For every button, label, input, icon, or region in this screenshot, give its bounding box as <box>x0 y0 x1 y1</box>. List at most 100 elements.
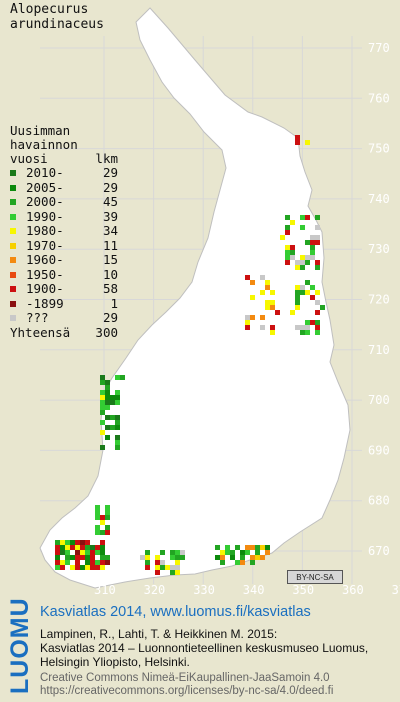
observation-square <box>175 570 180 575</box>
observation-square <box>170 570 175 575</box>
observation-square <box>285 225 290 230</box>
observation-square <box>100 375 105 380</box>
observation-square <box>85 555 90 560</box>
observation-square <box>55 555 60 560</box>
observation-square <box>175 565 180 570</box>
observation-square <box>145 555 150 560</box>
legend-column-headers: vuosi lkm <box>10 152 118 166</box>
observation-square <box>175 550 180 555</box>
observation-square <box>270 290 275 295</box>
observation-square <box>155 555 160 560</box>
observation-square <box>305 140 310 145</box>
observation-square <box>240 555 245 560</box>
legend-label: 1970- <box>26 237 64 253</box>
legend-swatch <box>10 315 16 322</box>
legend-row: 1950- 10 <box>10 266 118 283</box>
observation-square <box>300 260 305 265</box>
legend-label: 1950- <box>26 266 64 282</box>
observation-square <box>95 545 100 550</box>
observation-square <box>300 215 305 220</box>
map: 770 760 750 740 730 720 710 700 690 680 670 310 320… <box>39 7 400 596</box>
observation-square <box>75 560 80 565</box>
observation-square <box>220 555 225 560</box>
legend-count: 15 <box>102 252 118 268</box>
observation-square <box>290 250 295 255</box>
species-title: Alopecurus arundinaceus <box>10 2 104 32</box>
observation-square <box>315 300 320 305</box>
observation-square <box>65 545 70 550</box>
observation-square <box>300 225 305 230</box>
observation-square <box>290 310 295 315</box>
license-badge-text: BY-NC-SA <box>296 573 334 582</box>
observation-square <box>155 570 160 575</box>
observation-square <box>240 560 245 565</box>
observation-square <box>305 215 310 220</box>
observation-square <box>220 560 225 565</box>
observation-square <box>100 445 105 450</box>
legend-count: 39 <box>102 208 118 224</box>
observation-square <box>235 560 240 565</box>
observation-square <box>55 560 60 565</box>
observation-square <box>105 415 110 420</box>
observation-square <box>260 555 265 560</box>
observation-square <box>310 235 315 240</box>
legend-col-count: lkm <box>95 151 118 166</box>
observation-square <box>60 550 65 555</box>
observation-square <box>290 255 295 260</box>
legend-count: 29 <box>102 310 118 326</box>
observation-square <box>285 260 290 265</box>
legend-label: -1899 <box>26 295 64 311</box>
observation-square <box>285 215 290 220</box>
y-tick-label: 730 <box>368 242 390 256</box>
legend-swatch <box>10 228 16 235</box>
observation-square <box>65 550 70 555</box>
observation-square <box>270 330 275 335</box>
observation-square <box>295 135 300 140</box>
observation-square <box>260 290 265 295</box>
x-tick-label: 370 <box>392 583 400 596</box>
observation-square <box>295 325 300 330</box>
legend-swatch <box>10 170 16 177</box>
observation-square <box>260 325 265 330</box>
observation-square <box>310 320 315 325</box>
observation-square <box>65 560 70 565</box>
kasviatlas-link[interactable]: Kasviatlas 2014, www.luomus.fi/kasviatla… <box>40 604 311 620</box>
observation-square <box>165 565 170 570</box>
observation-square <box>110 400 115 405</box>
observation-square <box>100 405 105 410</box>
observation-square <box>290 245 295 250</box>
legend-heading: Uusimman havainnon vuosi lkm <box>10 124 118 166</box>
observation-square <box>95 565 100 570</box>
legend-swatch <box>10 199 16 206</box>
observation-square <box>80 550 85 555</box>
observation-square <box>240 550 245 555</box>
observation-square <box>315 225 320 230</box>
observation-square <box>285 250 290 255</box>
observation-square <box>295 290 300 295</box>
species-name-line-1: Alopecurus <box>10 2 89 17</box>
observation-square <box>105 560 110 565</box>
legend-label: 1900- <box>26 281 64 297</box>
observation-square <box>300 285 305 290</box>
observation-square <box>90 565 95 570</box>
observation-square <box>315 260 320 265</box>
legend-rows: 2010- 29 2005- 29 2000- 45 1990- 39 1980- 34 1970-… <box>10 166 118 326</box>
observation-square <box>245 325 250 330</box>
observation-square <box>55 545 60 550</box>
observation-square <box>70 555 75 560</box>
observation-square <box>305 260 310 265</box>
observation-square <box>265 285 270 290</box>
legend-swatch <box>10 300 16 307</box>
observation-square <box>260 545 265 550</box>
observation-square <box>300 325 305 330</box>
observation-square <box>75 565 80 570</box>
observation-square <box>315 215 320 220</box>
x-tick-label: 340 <box>243 583 265 596</box>
observation-square <box>145 560 150 565</box>
legend-swatch <box>10 286 16 293</box>
observation-square <box>70 545 75 550</box>
observation-square <box>175 555 180 560</box>
legend-label: 2000- <box>26 194 64 210</box>
license-badge: BY-NC-SA <box>287 570 343 584</box>
license-url[interactable]: https://creativecommons.org/licenses/by-… <box>40 685 334 697</box>
